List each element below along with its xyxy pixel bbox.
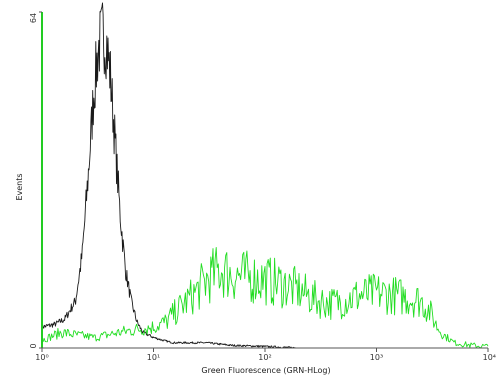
x-tick-label: 10⁴ [483, 353, 496, 362]
x-tick-label: 10³ [370, 353, 383, 362]
x-axis-label: Green Fluorescence (GRN-HLog) [201, 366, 330, 375]
y-axis-ticks: 0 64 [29, 11, 42, 349]
y-tick-label: 0 [29, 343, 38, 348]
x-tick-label: 10⁰ [35, 353, 48, 362]
plot-area [41, 2, 489, 349]
sample-histogram-line [41, 247, 489, 349]
y-tick-label: 64 [29, 13, 38, 23]
x-axis-ticks: 10⁰ 10¹ 10² 10³ 10⁴ [35, 348, 496, 362]
control-histogram-line [41, 2, 299, 349]
x-tick-label: 10² [258, 353, 271, 362]
x-tick-label: 10¹ [147, 353, 160, 362]
y-axis-label: Events [15, 173, 24, 200]
